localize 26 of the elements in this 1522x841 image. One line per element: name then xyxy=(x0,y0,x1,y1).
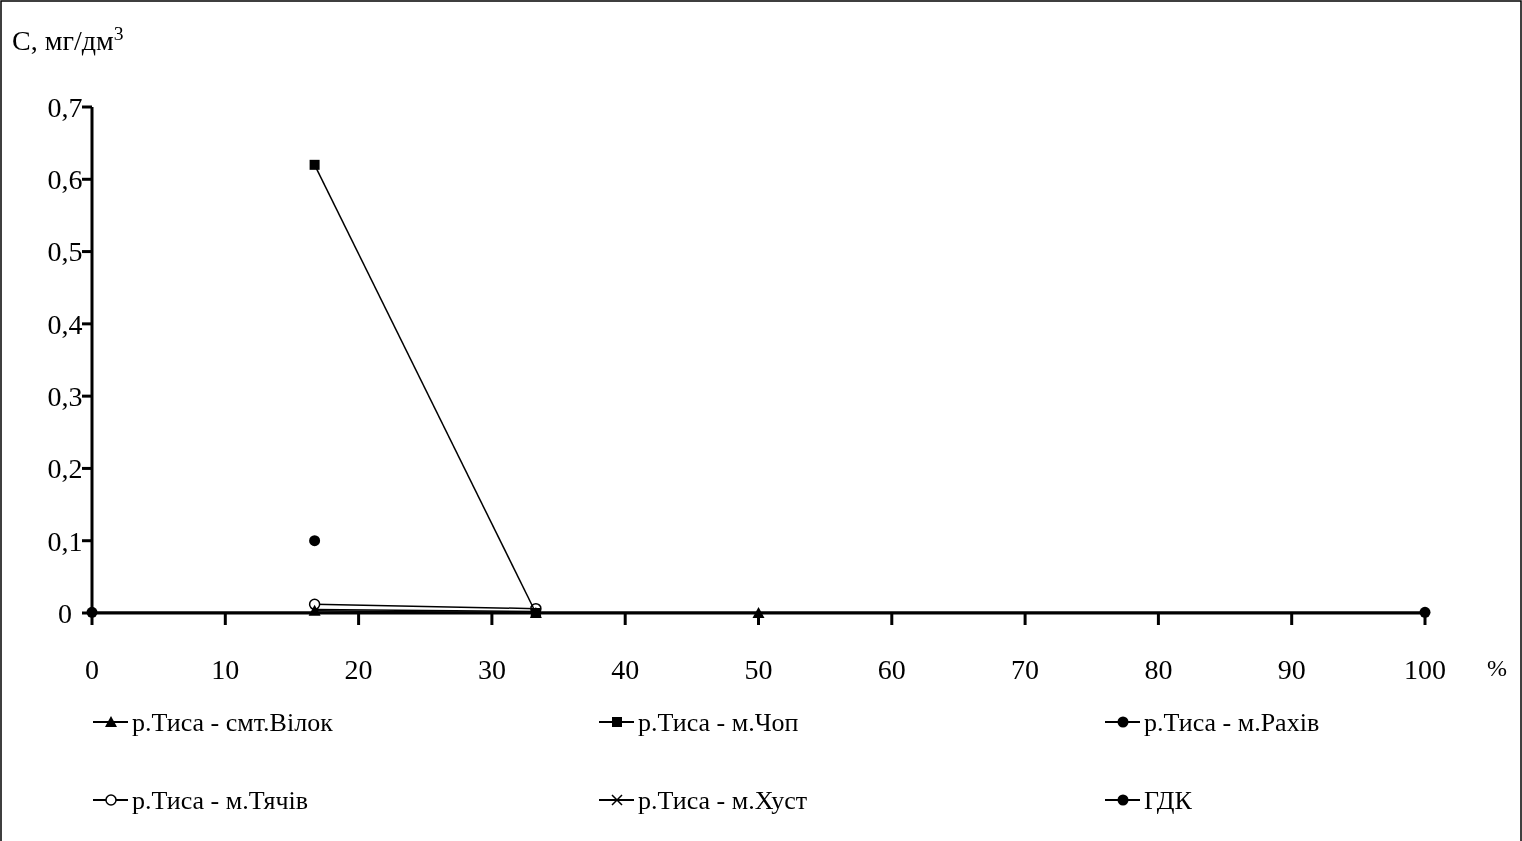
y-tick-label: 0,1 xyxy=(47,525,83,557)
legend-label: р.Тиса - смт.Вілок xyxy=(132,708,334,738)
y-tick-label: 0,5 xyxy=(47,236,83,268)
y-tick-label: 0,6 xyxy=(47,164,83,196)
y-axis-title: C, мг/дм$^{3}$ xyxy=(12,22,124,56)
x-tick-label: 70 xyxy=(1011,654,1040,685)
x-tick-label: 90 xyxy=(1277,654,1306,685)
y-tick-label: 0,7 xyxy=(47,91,83,123)
x-tick-label: 30 xyxy=(477,654,506,685)
y-tick-label: 0,4 xyxy=(47,308,83,340)
legend-label: р.Тиса - м.Чоп xyxy=(638,708,799,738)
legend-label: р.Тиса - м.Тячів xyxy=(132,786,309,816)
legend-label: р.Тиса - м.Рахів xyxy=(1144,708,1320,738)
x-tick-label: 20 xyxy=(344,654,373,685)
x-tick-label: 40 xyxy=(611,654,640,685)
y-tick-label: 0 xyxy=(58,597,72,629)
y-tick-label: 0,3 xyxy=(47,380,83,412)
x-axis-title: % xyxy=(1487,655,1507,681)
legend-label: р.Тиса - м.Хуст xyxy=(638,786,808,816)
x-tick-label: 80 xyxy=(1144,654,1173,685)
legend-label: ГДК xyxy=(1144,786,1193,816)
x-tick-label: 10 xyxy=(211,654,240,685)
x-tick-label: 50 xyxy=(744,654,773,685)
x-tick-label: 60 xyxy=(877,654,906,685)
x-tick-label: 100 xyxy=(1404,654,1446,685)
y-tick-label: 0,2 xyxy=(47,453,83,485)
